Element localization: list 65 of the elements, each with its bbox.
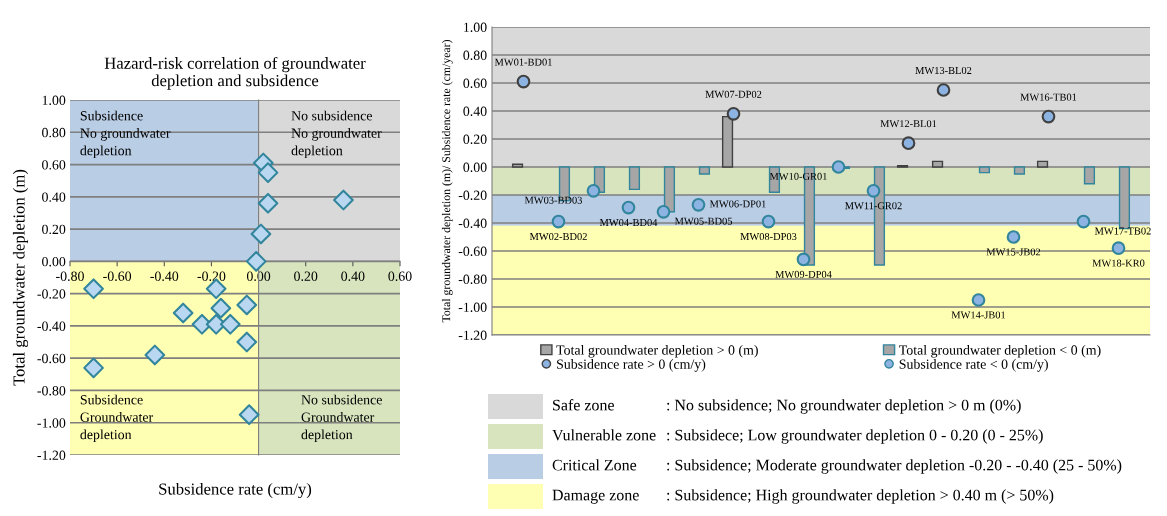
y-tick-label: -1.20 xyxy=(37,450,66,461)
y-tick-label: 1.00 xyxy=(464,22,487,33)
data-label: MW07-DP02 xyxy=(705,90,762,98)
text: : Subsidece; Low groundwater depletion 0 - 0.20 (0 - 25%) xyxy=(667,429,1043,444)
chart-title: Hazard-risk correlation of groundwater depletion and subsidence xyxy=(104,56,366,90)
y-tick-label: 0.40 xyxy=(42,192,66,202)
x-tick-label: -0.60 xyxy=(103,271,132,281)
y-tick-label: -0.20 xyxy=(458,190,487,201)
data-label: MW02-BD02 xyxy=(529,233,587,241)
y-tick-label: -0.40 xyxy=(458,218,487,229)
annotation: No subsidence Groundwater depletion xyxy=(301,394,382,443)
y-tick-label: 0.60 xyxy=(463,78,487,89)
annotation: Subsidence Groundwater depletion xyxy=(80,394,154,443)
data-label: MW15-JB02 xyxy=(986,248,1041,256)
y-tick-label: -0.40 xyxy=(37,321,66,331)
x-tick-label: -0.80 xyxy=(56,271,84,281)
data-label: MW03-BD03 xyxy=(524,196,582,204)
legend-label: Total groundwater depletion < 0 (m) xyxy=(899,344,1101,358)
y-tick-label: -1.00 xyxy=(458,302,487,313)
y-tick-label: 0.20 xyxy=(42,224,66,235)
x-tick-label: -0.40 xyxy=(150,271,179,281)
x-tick-label: 0.20 xyxy=(294,271,318,281)
y-tick-label: 0.80 xyxy=(463,50,487,61)
legend-label: Critical Zone xyxy=(552,459,637,471)
legend-label: Safe zone xyxy=(553,399,614,411)
y-tick-label: 0.80 xyxy=(42,127,66,138)
data-label: MW06-DP01 xyxy=(709,200,766,208)
data-label: MW18-KR0 xyxy=(1092,259,1145,267)
y-tick-label: 0.00 xyxy=(463,162,487,173)
data-label: MW12-BL01 xyxy=(880,120,937,128)
data-label: MW14-JB01 xyxy=(951,311,1006,319)
y-tick-label: 0.20 xyxy=(463,134,487,145)
x-axis-title: Subsidence rate (cm/y) xyxy=(159,482,312,499)
annotation: No subsidence No groundwater depletion xyxy=(291,110,382,159)
legend-label: Subsidence rate > 0 (cm/y) xyxy=(557,359,706,372)
data-label: MW09-DP04 xyxy=(775,270,832,278)
y-tick-label: -0.20 xyxy=(37,289,66,299)
legend-label: Subsidence rate < 0 (cm/y) xyxy=(899,359,1048,372)
legend-label: Damage zone xyxy=(552,489,639,504)
data-label: MW01-BD01 xyxy=(494,58,552,66)
y-tick-label: 0.00 xyxy=(42,256,66,267)
data-label: MW08-DP03 xyxy=(740,233,797,241)
x-tick-label: 0.40 xyxy=(341,271,365,281)
y-tick-label: -0.60 xyxy=(458,246,487,257)
text: : No subsidence; No groundwater depletion > 0 m (0%) xyxy=(667,399,1021,414)
data-label: MW04-BD04 xyxy=(599,219,658,227)
y-tick-label: -0.60 xyxy=(37,353,66,364)
y-tick-label: 0.60 xyxy=(42,160,66,170)
y-tick-label: -0.80 xyxy=(37,386,66,396)
y-tick-label: -1.00 xyxy=(37,418,66,428)
data-label: MW16-TB01 xyxy=(1020,93,1077,101)
y-axis-title: Total groundwater depletion (m) xyxy=(12,169,29,386)
data-label: MW05-BD05 xyxy=(674,217,733,225)
data-label: MW13-BL02 xyxy=(915,66,972,75)
legend-label: Vulnerable zone xyxy=(552,429,656,441)
y-axis-title: Total groundwater depletion (m)/ Subsidence rate (cm/year) xyxy=(441,39,453,323)
y-tick-label: 0.40 xyxy=(463,106,487,117)
y-tick-label: -1.20 xyxy=(458,330,487,341)
annotation: Subsidence No groundwater depletion xyxy=(80,110,171,159)
text: : Subsidence; High groundwater depletion > 0.40 m (> 50%) xyxy=(667,489,1054,504)
text: : Subsidence; Moderate groundwater depletion -0.20 - -0.40 (25 - 50%) xyxy=(667,459,1122,474)
x-tick-label: 0.60 xyxy=(388,271,412,281)
y-tick-label: 1.00 xyxy=(42,95,66,106)
data-label: MW17-TB02 xyxy=(1094,227,1151,235)
legend-label: Total groundwater depletion > 0 (m) xyxy=(556,344,758,358)
